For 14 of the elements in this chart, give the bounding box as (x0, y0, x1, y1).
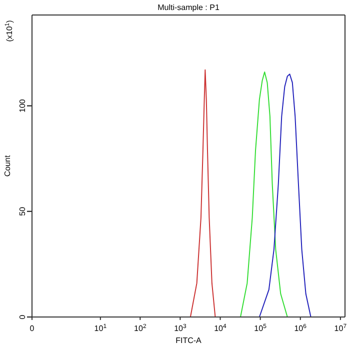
x-tick-label: 10$^{1}$ (94, 323, 108, 333)
y-tick-label: 50 (18, 206, 27, 216)
y-axis-title: Count (3, 154, 12, 177)
x-tick-label: 10$^{6}$ (294, 323, 308, 333)
chart-title: Multi-sample : P1 (158, 3, 220, 12)
x-tick-label: 10$^{2}$ (134, 323, 147, 333)
x-tick-label: 0 (30, 324, 35, 333)
y-tick-label: 0 (18, 314, 27, 320)
x-tick-label: 10$^{7}$ (334, 323, 348, 333)
x-tick-label: 10$^{5}$ (254, 323, 268, 333)
x-tick-label: 10$^{3}$ (174, 323, 187, 333)
x-axis-title: FITC-A (176, 336, 202, 345)
x-tick-label: 10$^{4}$ (214, 323, 228, 333)
y-tick-label: 100 (18, 98, 27, 112)
